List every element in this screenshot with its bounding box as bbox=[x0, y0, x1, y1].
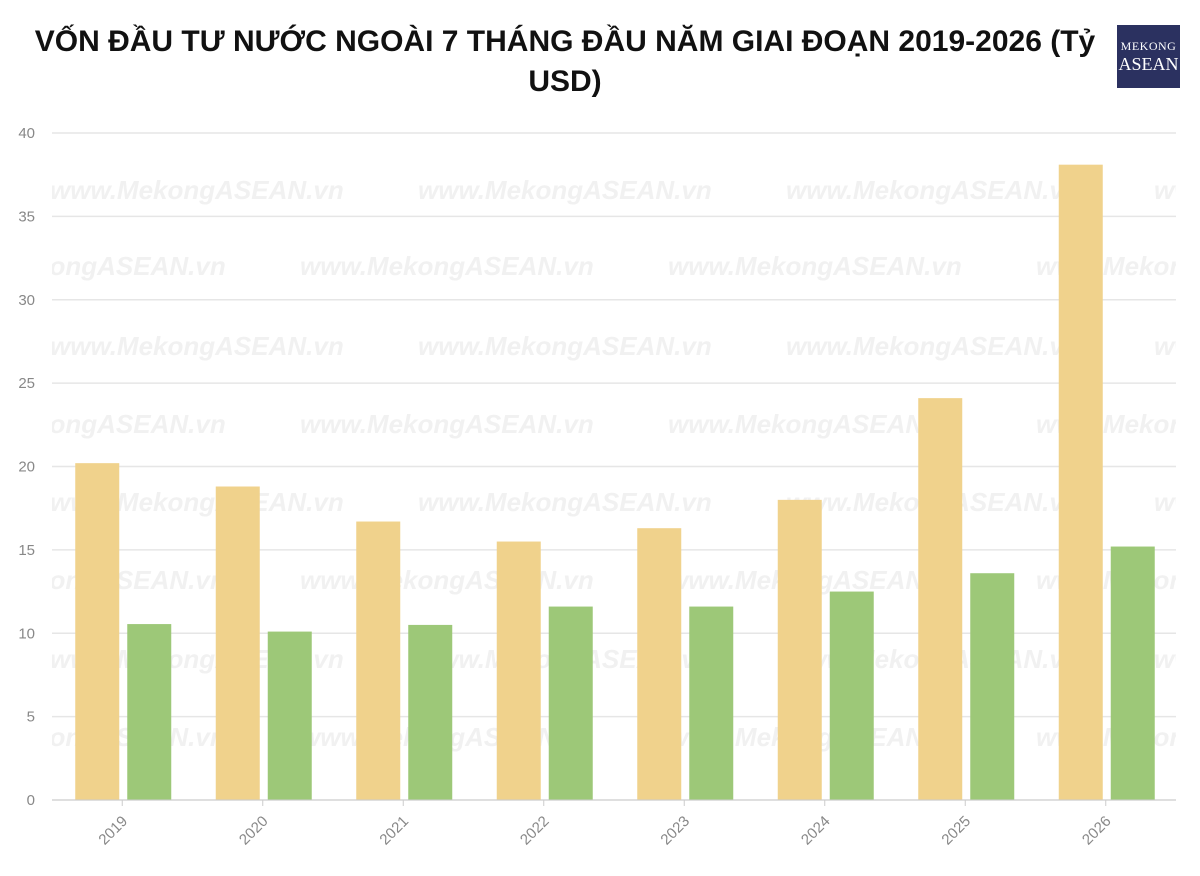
watermark: www.MekongASEAN.vn bbox=[50, 331, 344, 361]
y-tick-label: 25 bbox=[18, 375, 35, 392]
logo-text: ASEAN bbox=[1118, 54, 1179, 74]
bar bbox=[408, 624, 453, 800]
bar bbox=[356, 521, 401, 800]
y-tick-label: 20 bbox=[18, 459, 35, 476]
bar bbox=[777, 499, 822, 800]
bar bbox=[637, 528, 682, 800]
watermark: www.MekongASEAN.vn bbox=[0, 251, 226, 281]
bar bbox=[829, 591, 874, 800]
watermark: www.MekongASEAN.vn bbox=[300, 409, 594, 439]
y-tick-label: 40 bbox=[18, 125, 35, 142]
bar bbox=[1058, 164, 1103, 800]
watermark: www.MekongASEAN.vn bbox=[786, 175, 1080, 205]
watermark: www.MekongASEAN.vn bbox=[1154, 175, 1200, 205]
bar bbox=[970, 573, 1015, 800]
y-tick-label: 0 bbox=[27, 792, 35, 809]
logo: MEKONG ASEAN bbox=[1117, 25, 1180, 88]
y-tick-label: 15 bbox=[18, 542, 35, 559]
watermark: www.MekongASEAN.vn bbox=[0, 409, 226, 439]
watermark: www.MekongASEAN.vn bbox=[418, 487, 712, 517]
x-tick-label: 2019 bbox=[95, 813, 131, 849]
x-tick-label: 2020 bbox=[236, 813, 272, 849]
logo-text: MEKONG bbox=[1120, 39, 1177, 53]
bar bbox=[215, 486, 260, 800]
bar bbox=[918, 398, 963, 800]
watermark: www.MekongASEAN.vn bbox=[300, 251, 594, 281]
watermark: www.MekongASEAN.vn bbox=[1154, 331, 1200, 361]
bar bbox=[496, 541, 541, 800]
x-tick-label: 2025 bbox=[938, 813, 974, 849]
watermark: www.MekongASEAN.vn bbox=[668, 409, 962, 439]
watermark: www.MekongASEAN.vn bbox=[1154, 487, 1200, 517]
x-tick-label: 2021 bbox=[376, 813, 412, 849]
y-tick-label: 35 bbox=[18, 208, 35, 225]
watermark: www.MekongASEAN.vn bbox=[418, 175, 712, 205]
watermark: www.MekongASEAN.vn bbox=[418, 331, 712, 361]
watermark: www.MekongASEAN.vn bbox=[1154, 644, 1200, 674]
x-tick-label: 2024 bbox=[798, 813, 834, 849]
bar bbox=[548, 606, 593, 800]
y-tick-label: 30 bbox=[18, 292, 35, 309]
watermark-layer: www.MekongASEAN.vn www.MekongASEAN.vn www.… bbox=[0, 175, 1200, 752]
watermark: www.MekongASEAN.vn bbox=[50, 175, 344, 205]
bar bbox=[1110, 546, 1155, 800]
x-tick-label: 2023 bbox=[657, 813, 693, 849]
bar bbox=[127, 624, 172, 800]
x-tick-label: 2026 bbox=[1079, 813, 1115, 849]
bar bbox=[689, 606, 734, 800]
bar bbox=[75, 463, 120, 800]
y-tick-label: 5 bbox=[27, 709, 35, 726]
y-tick-label: 10 bbox=[18, 625, 35, 642]
watermark: www.MekongASEAN.vn bbox=[668, 251, 962, 281]
watermark: www.MekongASEAN.vn bbox=[300, 565, 594, 595]
chart-title: VỐN ĐẦU TƯ NƯỚC NGOÀI 7 THÁNG ĐẦU NĂM GI… bbox=[34, 25, 1096, 98]
watermark: www.MekongASEAN.vn bbox=[786, 331, 1080, 361]
bar bbox=[267, 631, 312, 800]
x-tick-label: 2022 bbox=[517, 813, 553, 849]
